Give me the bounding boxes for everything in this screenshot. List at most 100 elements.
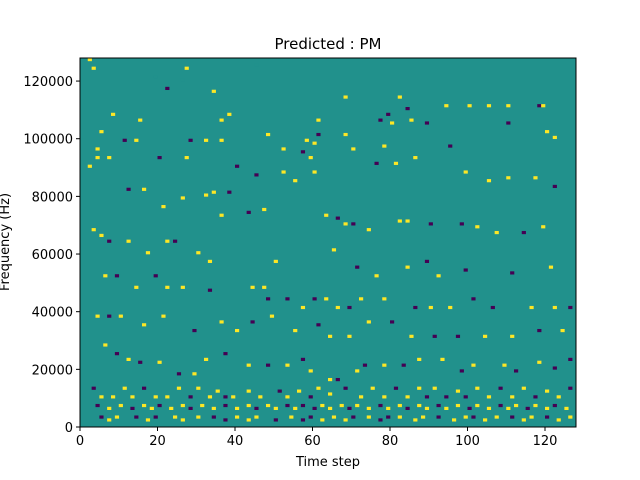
heatmap-cell-95: [145, 251, 151, 255]
heatmap-cell-191: [122, 386, 127, 390]
heatmap-cell-58: [87, 164, 92, 168]
heatmap-cell-163: [157, 360, 162, 364]
heatmap-cell-182: [471, 363, 476, 367]
heatmap-cell-275: [525, 406, 530, 410]
heatmap-cell-250: [285, 403, 290, 408]
heatmap-cell-42: [281, 147, 286, 151]
heatmap-cell-5: [254, 63, 259, 67]
y-tick-label: 20000: [32, 363, 73, 378]
heatmap-cell-170: [285, 363, 290, 367]
heatmap-cell-188: [91, 386, 96, 390]
heatmap-cell-112: [134, 285, 139, 289]
heatmap-cell-266: [436, 403, 441, 408]
heatmap-cell-120: [285, 297, 290, 301]
heatmap-cell-93: [107, 239, 112, 243]
heatmap-cell-270: [475, 403, 480, 408]
heatmap-cell-123: [324, 297, 329, 301]
heatmap-cell-79: [335, 216, 340, 220]
heatmap-cell-167: [223, 352, 228, 356]
heatmap-cell-204: [258, 395, 263, 399]
heatmap-cell-179: [417, 357, 422, 361]
heatmap-cell-125: [347, 305, 352, 310]
heatmap-cell-284: [145, 418, 151, 422]
heatmap-cell-252: [300, 403, 306, 408]
heatmap-cell-16: [541, 104, 546, 108]
heatmap-cell-91: [91, 228, 96, 232]
heatmap-cell-83: [397, 219, 402, 223]
heatmap-cell-82: [366, 228, 371, 232]
heatmap-cell-15: [537, 104, 542, 108]
heatmap-cell-229: [545, 389, 550, 393]
heatmap-cell-55: [533, 176, 538, 180]
heatmap-cell-161: [126, 357, 131, 361]
heatmap-cell-259: [366, 406, 371, 410]
heatmap-cell-176: [362, 363, 368, 367]
heatmap-cell-185: [537, 360, 542, 364]
heatmap-cell-286: [173, 415, 178, 419]
heatmap-cell-278: [552, 403, 557, 408]
heatmap-cell-194: [153, 395, 158, 399]
heatmap-cell-248: [266, 403, 271, 408]
heatmap-cell-101: [331, 248, 337, 252]
x-tick-label: 40: [227, 434, 244, 449]
heatmap-cell-72: [161, 205, 166, 209]
heatmap-cell-115: [180, 285, 185, 289]
heatmap-cell-287: [180, 418, 185, 422]
plot-frame: [79, 57, 577, 428]
heatmap-cell-133: [529, 305, 534, 310]
heatmap-cell-77: [262, 207, 267, 212]
heatmap-cell-311: [471, 415, 476, 419]
heatmap-cell-302: [366, 415, 371, 419]
heatmap-cell-317: [545, 415, 550, 419]
heatmap-cell-143: [235, 328, 240, 333]
heatmap-cell-305: [397, 415, 402, 419]
heatmap-cell-295: [289, 415, 294, 419]
heatmap-cell-192: [130, 395, 135, 399]
heatmap-cell-7: [165, 86, 170, 91]
heatmap-cell-116: [207, 288, 213, 292]
heatmap-cell-233: [107, 406, 112, 410]
heatmap-cell-132: [490, 305, 495, 310]
y-tick-label: 100000: [23, 133, 73, 148]
heatmap-cell-88: [494, 230, 499, 235]
heatmap-cell-67: [254, 173, 259, 177]
heatmap-cell-102: [355, 265, 360, 269]
heatmap-cell-18: [138, 118, 143, 122]
heatmap-cell-80: [343, 222, 348, 226]
heatmap-cell-127: [382, 297, 387, 301]
heatmap-cell-4: [184, 66, 189, 70]
heatmap-cell-59: [95, 156, 100, 160]
heatmap-cell-118: [262, 285, 267, 289]
heatmap-cell-285: [153, 415, 158, 419]
x-tick-label: 60: [304, 434, 321, 449]
heatmap-cell-276: [533, 403, 538, 408]
heatmap-cell-202: [231, 395, 236, 399]
heatmap-cell-243: [211, 406, 216, 410]
heatmap-cell-264: [417, 403, 422, 408]
heatmap-cell-267: [444, 406, 449, 410]
heatmap-cell-144: [250, 320, 255, 324]
heatmap-cell-175: [355, 369, 360, 373]
heatmap-cell-40: [122, 138, 127, 142]
heatmap-cell-319: [568, 415, 573, 419]
heatmap-cell-146: [293, 328, 298, 333]
heatmap-cell-226: [510, 395, 515, 399]
heatmap-cell-124: [335, 305, 340, 310]
heatmap-cell-193: [142, 386, 147, 390]
heatmap-cell-162: [138, 360, 143, 364]
heatmap-cell-219: [432, 386, 437, 390]
heatmap-cell-138: [118, 314, 123, 318]
heatmap-cell-53: [463, 170, 468, 174]
heatmap-cell-262: [397, 403, 402, 408]
y-tick-label: 40000: [32, 306, 73, 321]
heatmap-cell-54: [506, 176, 511, 180]
heatmap-cell-258: [355, 403, 360, 408]
heatmap-cell-209: [316, 386, 321, 390]
heatmap-cell-315: [521, 418, 526, 422]
heatmap-cell-247: [254, 406, 259, 410]
heatmap-cell-207: [297, 389, 302, 393]
heatmap-cell-78: [324, 213, 329, 217]
heatmap-cell-94: [126, 239, 131, 243]
heatmap-cell-12: [467, 104, 472, 108]
heatmap-cell-153: [432, 334, 437, 338]
